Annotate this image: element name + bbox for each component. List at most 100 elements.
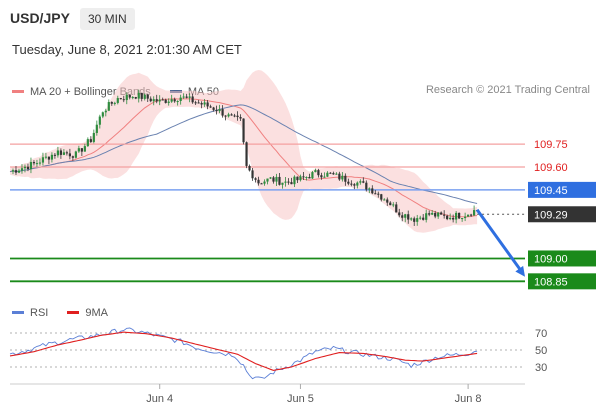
forecast-arrow-line <box>475 208 523 272</box>
candle-body <box>92 132 95 142</box>
candle-body <box>410 218 413 220</box>
level-badge-109-00 <box>528 250 596 267</box>
candle-body <box>224 115 227 117</box>
candle-body <box>425 213 428 220</box>
candle-body <box>365 182 368 190</box>
candle-body <box>125 94 128 101</box>
candle-body <box>407 214 410 220</box>
candle-body <box>131 97 134 99</box>
bollinger-middle-line <box>9 98 478 218</box>
candle-body <box>467 214 470 217</box>
candle-body <box>119 98 122 100</box>
candle-body <box>353 184 356 186</box>
candle-body <box>332 173 335 175</box>
candle-body <box>464 216 467 219</box>
candle-body <box>233 115 236 117</box>
candle-body <box>98 116 101 125</box>
candle-body <box>206 102 209 107</box>
level-label-109-29: 109.29 <box>534 209 568 221</box>
candle-body <box>68 153 71 157</box>
candle-body <box>371 188 374 194</box>
candle-body <box>431 212 434 215</box>
candle-body <box>23 166 27 169</box>
x-tick-label-jun-5: Jun 5 <box>287 393 314 405</box>
candle-body <box>86 139 89 147</box>
timeframe-badge[interactable]: 30 MIN <box>80 8 135 30</box>
candle-body <box>389 202 392 206</box>
candle-body <box>218 109 221 112</box>
candle-body <box>215 109 218 112</box>
x-tick-label-jun-4: Jun 4 <box>146 393 173 405</box>
candle-body <box>242 118 245 143</box>
candle-body <box>158 99 161 102</box>
rsi-tick-30: 30 <box>535 362 547 374</box>
candle-body <box>326 172 329 177</box>
chart-datetime: Tuesday, June 8, 2021 2:01:30 AM CET <box>12 42 242 57</box>
candle-body <box>110 102 113 104</box>
candle-body <box>335 173 338 175</box>
candle-body <box>179 97 182 102</box>
forecast-arrow-head-icon <box>515 265 525 277</box>
candle-body <box>461 218 464 220</box>
candle-body <box>443 214 446 216</box>
legend-9ma-label: 9MA <box>85 306 109 319</box>
candle-body <box>71 156 74 158</box>
candle-body <box>416 218 419 222</box>
candle-body <box>329 172 332 174</box>
candle-body <box>260 183 263 185</box>
candle-body <box>320 175 323 178</box>
candle-body <box>284 181 287 183</box>
candle-body <box>77 148 80 152</box>
candle-body <box>104 110 107 113</box>
candle-body <box>164 99 167 103</box>
candle-body <box>239 117 242 119</box>
candle-body <box>472 210 476 216</box>
candle-body <box>236 115 239 118</box>
candle-body <box>362 181 365 183</box>
rsi-swatch-icon <box>12 311 24 314</box>
chart-header: USD/JPY 30 MIN <box>0 0 600 38</box>
x-tick-label-jun-8: Jun 8 <box>455 393 482 405</box>
candle-body <box>146 94 149 99</box>
candle-body <box>14 170 18 173</box>
candle-body <box>347 181 350 184</box>
candle-body <box>203 102 206 105</box>
candle-body <box>170 99 173 102</box>
legend-rsi-label: RSI <box>30 306 49 319</box>
level-badge-108-85 <box>528 273 596 290</box>
candle-body <box>338 173 341 180</box>
candle-body <box>50 154 54 160</box>
candle-body <box>83 146 86 152</box>
candle-body <box>53 154 57 156</box>
candle-body <box>296 176 299 181</box>
level-label-109-45: 109.45 <box>534 185 568 197</box>
level-label-109-75: 109.75 <box>534 139 568 151</box>
candle-body <box>128 94 131 98</box>
candle-body <box>35 163 39 165</box>
candle-body <box>323 176 326 178</box>
9ma-swatch-icon <box>67 311 80 314</box>
candle-body <box>440 212 443 215</box>
candle-body <box>221 109 224 116</box>
candle-body <box>95 124 98 133</box>
candle-body <box>413 218 416 222</box>
candle-body <box>140 92 143 99</box>
candle-body <box>269 177 272 179</box>
candle-body <box>11 170 15 172</box>
rsi-legend: RSI 9MA <box>12 305 124 319</box>
candle-body <box>374 193 377 195</box>
candle-body <box>176 101 179 103</box>
candle-body <box>392 204 395 206</box>
candle-body <box>122 99 125 101</box>
candle-body <box>227 114 230 117</box>
candle-body <box>248 165 251 171</box>
candle-body <box>434 212 437 217</box>
candle-body <box>350 183 353 185</box>
candle-body <box>446 215 449 220</box>
level-badge-109-29 <box>528 206 596 223</box>
legend-item-9ma: 9MA <box>67 307 108 319</box>
candle-body <box>89 139 92 142</box>
candle-body <box>41 157 45 163</box>
candle-body <box>305 177 308 179</box>
